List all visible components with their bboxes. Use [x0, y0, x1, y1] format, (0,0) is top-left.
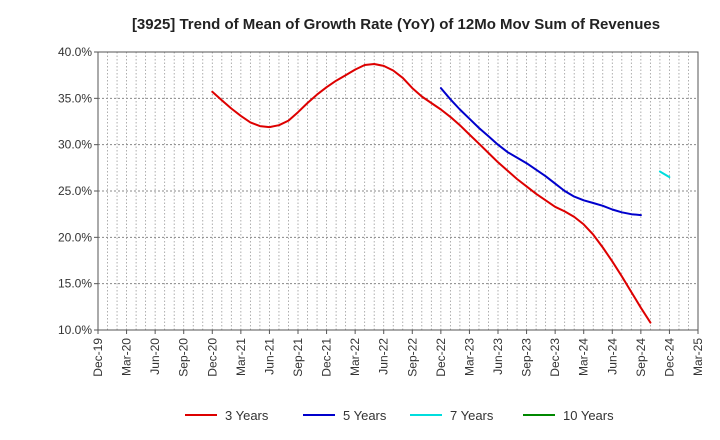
x-tick-label: Sep-21 — [291, 338, 305, 377]
grid — [98, 52, 698, 330]
legend-label: 10 Years — [563, 408, 614, 423]
x-tick-label: Mar-25 — [691, 338, 705, 376]
y-tick-label: 40.0% — [58, 45, 92, 59]
x-tick-label: Sep-20 — [177, 338, 191, 377]
x-tick-label: Mar-20 — [120, 338, 134, 376]
x-tick-label: Mar-21 — [234, 338, 248, 376]
y-tick-label: 25.0% — [58, 184, 92, 198]
x-tick-label: Jun-24 — [605, 338, 619, 375]
legend-label: 3 Years — [225, 408, 269, 423]
x-tick-label: Jun-20 — [148, 338, 162, 375]
x-tick-label: Dec-19 — [91, 338, 105, 377]
legend: 3 Years 5 Years 7 Years 10 Years — [185, 408, 614, 423]
x-tick-label: Dec-20 — [205, 338, 219, 377]
x-tick-label: Jun-23 — [491, 338, 505, 375]
x-tick-label: Sep-23 — [520, 338, 534, 377]
legend-label: 5 Years — [343, 408, 387, 423]
y-tick-label: 10.0% — [58, 323, 92, 337]
x-tick-label: Mar-23 — [462, 338, 476, 376]
y-tick-label: 35.0% — [58, 91, 92, 105]
series-line-7-years — [658, 170, 671, 179]
x-tick-label: Dec-22 — [434, 338, 448, 377]
y-tick-label: 30.0% — [58, 138, 92, 152]
series-line-5-years — [439, 87, 642, 217]
x-tick-label: Mar-22 — [348, 338, 362, 376]
y-tick-label: 20.0% — [58, 230, 92, 244]
x-axis: Dec-19 Mar-20 Jun-20 Sep-20 Dec-20 Mar-21 Jun-… — [91, 330, 705, 377]
x-tick-label: Jun-22 — [377, 338, 391, 375]
x-tick-label: Jun-21 — [262, 338, 276, 375]
x-tick-label: Dec-23 — [548, 338, 562, 377]
x-tick-label: Dec-21 — [320, 338, 334, 377]
legend-label: 7 Years — [450, 408, 494, 423]
y-tick-label: 15.0% — [58, 277, 92, 291]
series-line-3-years — [211, 63, 652, 324]
x-tick-label: Mar-24 — [577, 338, 591, 376]
x-tick-label: Sep-24 — [634, 338, 648, 377]
x-tick-label: Sep-22 — [405, 338, 419, 377]
x-tick-label: Dec-24 — [662, 338, 676, 377]
y-axis: 10.0% 15.0% 20.0% 25.0% 30.0% 35.0% 40.0% — [58, 45, 98, 337]
series-lines — [211, 63, 671, 324]
chart-title: [3925] Trend of Mean of Growth Rate (YoY… — [132, 16, 660, 33]
